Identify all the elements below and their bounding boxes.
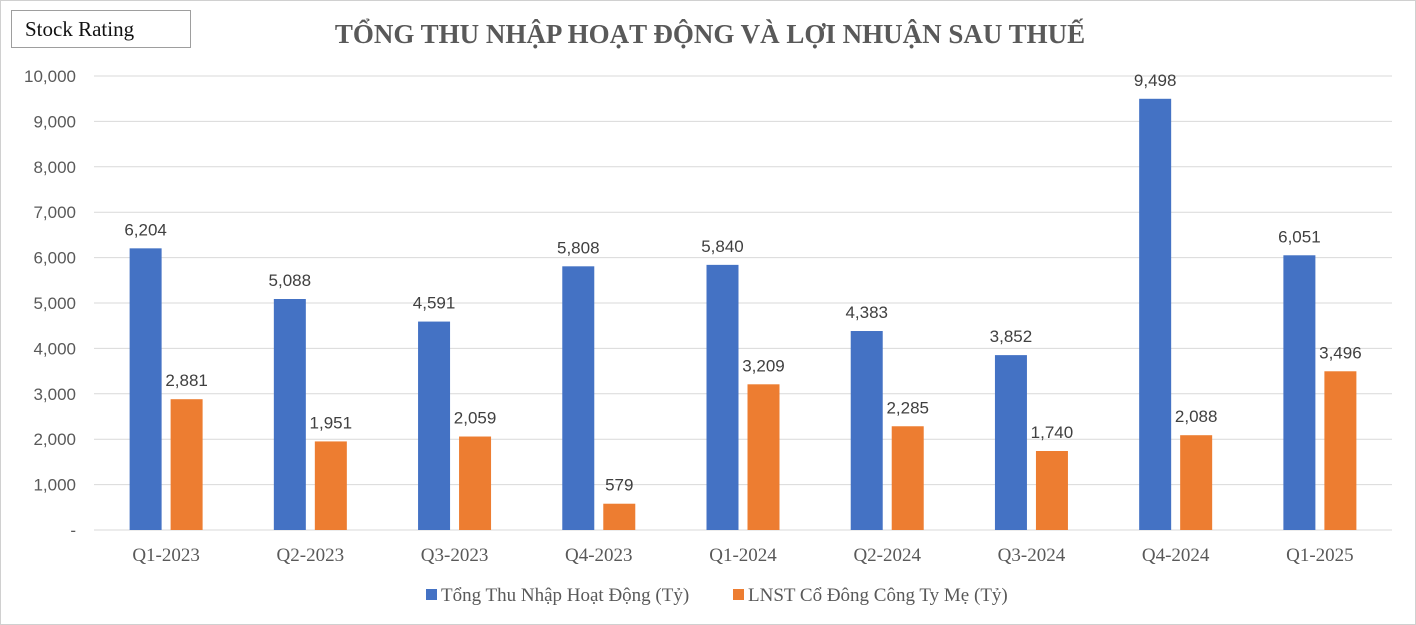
data-label: 2,881 (165, 371, 208, 390)
bar-total-income-q1-2025 (1283, 255, 1316, 530)
data-label: 6,051 (1278, 227, 1321, 246)
bar-net-profit-q2-2023 (314, 441, 347, 530)
stock-rating-badge: Stock Rating (11, 10, 191, 48)
legend-label: LNST Cổ Đông Công Ty Mẹ (Tỷ) (748, 585, 1008, 606)
gridlines (94, 75, 1392, 531)
legend-label: Tổng Thu Nhập Hoạt Động (Tỷ) (441, 585, 689, 606)
x-category-label: Q1-2024 (709, 545, 777, 566)
bar-total-income-q3-2024 (994, 355, 1027, 530)
x-category-label: Q4-2023 (565, 545, 633, 566)
data-label: 5,808 (557, 238, 600, 257)
bar-net-profit-q1-2025 (1324, 371, 1357, 530)
bar-total-income-q4-2024 (1139, 98, 1172, 530)
y-tick-label: 5,000 (33, 294, 76, 313)
x-axis-categories: Q1-2023 Q2-2023 Q3-2023 Q4-2023 Q1-2024 Q2-20… (132, 545, 1353, 566)
y-tick-label: 6,000 (33, 249, 76, 268)
data-label: 9,498 (1134, 71, 1177, 90)
data-label: 2,088 (1175, 407, 1218, 426)
legend-item-net-profit[interactable]: LNST Cổ Đông Công Ty Mẹ (Tỷ) (733, 585, 1008, 606)
y-tick-label: 2,000 (33, 430, 76, 449)
legend-item-total-income[interactable]: Tổng Thu Nhập Hoạt Động (Tỷ) (426, 585, 689, 606)
data-label: 5,088 (269, 271, 312, 290)
bar-total-income-q3-2023 (418, 321, 451, 530)
bar-total-income-q1-2023 (129, 248, 162, 531)
bar-net-profit-q1-2023 (170, 399, 203, 530)
y-tick-label: 9,000 (33, 112, 76, 131)
bar-net-profit-q4-2023 (603, 503, 636, 530)
bar-net-profit-q4-2024 (1180, 435, 1213, 530)
chart-title: TỔNG THU NHẬP HOẠT ĐỘNG VÀ LỢI NHUẬN SAU… (335, 18, 1085, 49)
data-label: 1,740 (1031, 423, 1074, 442)
y-tick-label: 8,000 (33, 158, 76, 177)
legend[interactable]: Tổng Thu Nhập Hoạt Động (Tỷ) LNST Cổ Đông… (426, 585, 1008, 606)
bar-total-income-q2-2023 (273, 299, 306, 530)
data-label: 5,840 (701, 237, 744, 256)
data-label: 3,209 (742, 356, 785, 375)
data-label: 4,383 (845, 303, 888, 322)
x-category-label: Q3-2023 (421, 545, 489, 566)
data-label: 1,951 (310, 413, 353, 432)
data-labels: 6,204 2,881 5,088 1,951 4,591 2,059 5,808 579 5,… (124, 71, 1361, 495)
y-axis-ticks: - 1,000 2,000 3,000 4,000 5,000 6,000 7,000 8,00… (24, 67, 76, 540)
y-tick-label: 4,000 (33, 339, 76, 358)
y-tick-label: 10,000 (24, 67, 76, 86)
bar-total-income-q1-2024 (706, 264, 739, 530)
data-label: 6,204 (124, 220, 167, 239)
data-label: 579 (605, 476, 633, 495)
y-tick-label: 3,000 (33, 385, 76, 404)
y-tick-label: 7,000 (33, 203, 76, 222)
x-category-label: Q4-2024 (1142, 545, 1210, 566)
data-label: 3,496 (1319, 343, 1362, 362)
bar-total-income-q4-2023 (562, 266, 595, 530)
x-category-label: Q2-2024 (853, 545, 921, 566)
bar-net-profit-q1-2024 (747, 384, 780, 530)
legend-swatch (426, 589, 437, 600)
legend-swatch (733, 589, 744, 600)
y-tick-label: 1,000 (33, 476, 76, 495)
y-tick-label: - (70, 521, 76, 540)
x-category-label: Q1-2025 (1286, 545, 1354, 566)
bar-net-profit-q3-2023 (459, 436, 492, 530)
bar-net-profit-q2-2024 (891, 426, 924, 530)
data-label: 3,852 (990, 327, 1033, 346)
bars (129, 98, 1357, 531)
data-label: 2,059 (454, 409, 497, 428)
bar-net-profit-q3-2024 (1035, 451, 1068, 530)
x-category-label: Q1-2023 (132, 545, 200, 566)
x-category-label: Q3-2024 (998, 545, 1066, 566)
x-category-label: Q2-2023 (277, 545, 345, 566)
data-label: 2,285 (886, 398, 929, 417)
bar-total-income-q2-2024 (850, 331, 883, 530)
data-label: 4,591 (413, 294, 456, 313)
